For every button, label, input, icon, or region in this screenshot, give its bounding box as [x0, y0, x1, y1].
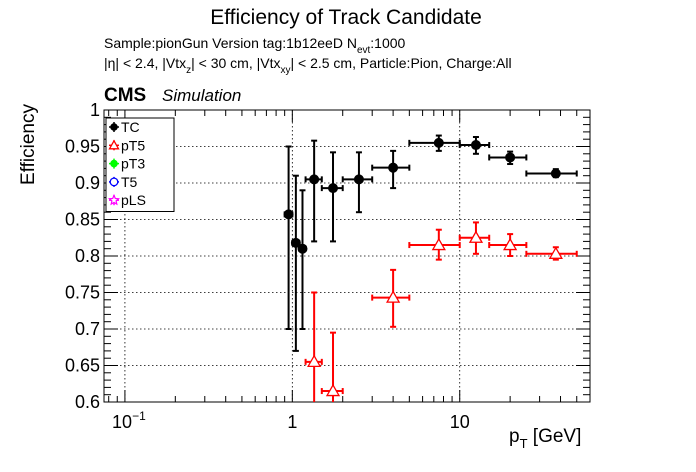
marker-open-triangle — [385, 290, 401, 303]
legend-entry-tc: TC — [109, 119, 140, 135]
marker-open-triangle — [307, 354, 322, 368]
data-point — [283, 145, 294, 330]
y-tick-label: 0.7 — [75, 319, 100, 339]
data-point — [320, 151, 344, 243]
x-tick-label-exponent: −1 — [132, 409, 146, 423]
marker-open-triangle — [548, 246, 563, 259]
data-point — [371, 268, 411, 328]
marker-filled-circle — [290, 237, 301, 248]
legend-marker-open-circle — [109, 177, 119, 187]
data-point — [458, 221, 491, 255]
data-point — [320, 331, 344, 402]
data-point — [488, 150, 528, 166]
data-point — [371, 149, 411, 190]
subtitle-line2-part: | < 30 cm, |Vtx — [191, 55, 280, 71]
legend-entry-pt5: pT5 — [108, 137, 145, 153]
marker-open-triangle — [325, 383, 341, 397]
x-tick-label-base: 10 — [112, 412, 132, 432]
simulation-label: Simulation — [162, 86, 241, 105]
marker-filled-circle — [297, 243, 308, 254]
grid-lines — [104, 110, 590, 402]
data-point — [525, 168, 578, 179]
legend-label: pT5 — [121, 137, 145, 153]
legend-entry-pls: pLS — [107, 192, 146, 208]
subtitle-line2-sub: xy — [280, 65, 290, 76]
marker-open-triangle — [503, 237, 518, 251]
subtitle-line1-sub: evt — [357, 45, 371, 56]
legend-entry-t5: T5 — [109, 174, 138, 190]
y-tick-label: 1 — [90, 100, 100, 120]
data-point — [488, 233, 528, 257]
data-point — [408, 228, 461, 261]
marker-filled-circle — [328, 183, 339, 194]
marker-filled-circle — [283, 209, 294, 220]
subtitle-line1-tail: :1000 — [370, 35, 405, 51]
legend-label: T5 — [121, 174, 138, 190]
marker-filled-circle — [388, 162, 399, 173]
subtitle-line2-part: |η| < 2.4, |Vtx — [104, 55, 186, 71]
legend: TC pT5 pT3 T5 pLS — [105, 117, 175, 212]
y-tick-label: 0.8 — [75, 246, 100, 266]
data-point — [290, 174, 301, 352]
legend-marker-filled-circle — [110, 123, 118, 131]
data-point — [525, 246, 578, 261]
data-series — [283, 134, 578, 402]
chart-subtitle-line1: Sample:pionGun Version tag:1b12eeD Nevt:… — [104, 35, 406, 56]
marker-filled-circle — [433, 137, 444, 148]
x-axis-label: pT [GeV] — [509, 426, 581, 451]
data-point — [458, 136, 491, 155]
y-axis-label: Efficiency — [18, 104, 39, 185]
legend-label: TC — [121, 119, 140, 135]
x-axis-label-unit: [GeV] — [528, 426, 582, 447]
x-axis-label-main: p — [509, 426, 520, 447]
data-point — [297, 189, 308, 330]
y-tick-label: 0.85 — [65, 210, 100, 230]
data-point — [304, 291, 323, 402]
marker-filled-circle — [353, 174, 364, 185]
x-axis-label-sub: T — [520, 436, 528, 451]
subtitle-line2-part: | < 2.5 cm, Particle:Pion, Charge:All — [290, 55, 511, 71]
legend-marker-open-star — [107, 193, 121, 206]
marker-open-triangle — [468, 230, 484, 243]
subtitle-line2-sub: z — [186, 65, 191, 76]
marker-filled-circle — [550, 168, 561, 179]
legend-marker-open-triangle — [108, 139, 120, 150]
x-tick-label: 10−1 — [112, 409, 146, 432]
x-tick-label: 10 — [450, 412, 470, 432]
subtitle-line1-main: Sample:pionGun Version tag:1b12eeD N — [104, 35, 357, 51]
marker-filled-circle — [505, 152, 516, 163]
legend-marker-filled-circle — [110, 159, 118, 168]
marker-open-triangle — [431, 237, 446, 251]
axes: 10−1 1 100.60.650.70.750.80.850.90.951 — [65, 100, 591, 432]
legend-label: pT3 — [121, 156, 145, 172]
data-point — [341, 151, 374, 214]
y-tick-label: 0.9 — [75, 173, 100, 193]
data-point — [408, 134, 461, 152]
data-point — [304, 139, 323, 243]
x-tick-label: 1 — [287, 412, 297, 432]
series-pt5 — [304, 221, 578, 402]
legend-entry-pt3: pT3 — [109, 156, 145, 172]
y-tick-label: 0.65 — [65, 356, 100, 376]
series-tc — [283, 134, 578, 352]
marker-filled-circle — [309, 174, 320, 185]
chart-subtitle-line2: |η| < 2.4, |Vtxz| < 30 cm, |Vtxxy| < 2.5… — [104, 55, 512, 76]
y-tick-label: 0.95 — [65, 137, 100, 157]
chart-title: Efficiency of Track Candidate — [210, 6, 482, 29]
legend-label: pLS — [121, 192, 146, 208]
y-tick-label: 0.75 — [65, 283, 100, 303]
y-tick-label: 0.6 — [75, 392, 100, 412]
marker-filled-circle — [470, 140, 481, 151]
cms-label: CMS — [104, 85, 146, 106]
